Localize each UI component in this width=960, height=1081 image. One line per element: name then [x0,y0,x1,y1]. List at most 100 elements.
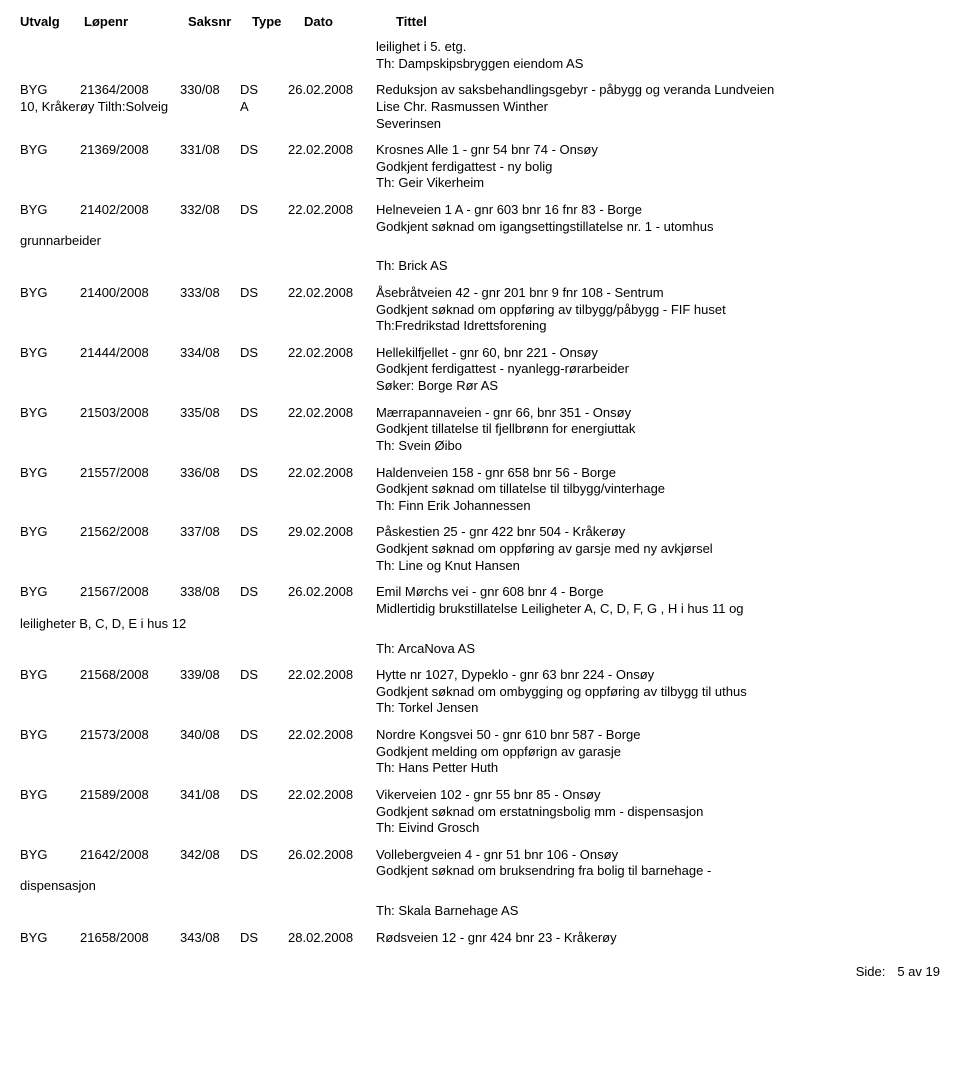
cell-dato: 22.02.2008 [288,465,376,480]
table-row: BYG21369/2008331/08DS22.02.2008Krosnes A… [20,142,940,192]
cell-type: DS [240,465,288,480]
cell-dato: 22.02.2008 [288,787,376,802]
cell-lopenr: 21658/2008 [80,930,180,945]
tittel-line: Åsebråtveien 42 - gnr 201 bnr 9 fnr 108 … [376,285,932,302]
cell-lopenr: 21503/2008 [80,405,180,420]
tittel-line: Krosnes Alle 1 - gnr 54 bnr 74 - Onsøy [376,142,932,159]
continuation-line-1: leilighet i 5. etg. [376,39,940,56]
tittel-sub1: Midlertidig brukstillatelse Leiligheter … [376,601,932,618]
cell-tittel: Reduksjon av saksbehandlingsgebyr - påby… [376,82,940,99]
cell-utvalg: BYG [20,930,80,945]
cell-utvalg: BYG [20,465,80,480]
cell-lopenr: 21444/2008 [80,345,180,360]
cell-saksnr: 330/08 [180,82,240,97]
col-saksnr-header: Saksnr [188,12,252,39]
cell-tittel: Åsebråtveien 42 - gnr 201 bnr 9 fnr 108 … [376,285,940,335]
cell-dato: 29.02.2008 [288,524,376,539]
cell-dato: 22.02.2008 [288,667,376,682]
tittel-sub2: Th: Line og Knut Hansen [376,558,932,575]
cell-dato: 22.02.2008 [288,285,376,300]
cell-utvalg: BYG [20,524,80,539]
note-type: A [240,99,288,114]
cell-dato: 28.02.2008 [288,930,376,945]
cell-type: DS [240,142,288,157]
tittel-sub1: Godkjent søknad om oppføring av garsje m… [376,541,932,558]
cell-lopenr: 21568/2008 [80,667,180,682]
table-row: BYG21642/2008342/08DS26.02.2008Volleberg… [20,847,940,920]
cell-tittel: Vollebergveien 4 - gnr 51 bnr 106 - Onsø… [376,847,940,880]
tittel-line: Rødsveien 12 - gnr 424 bnr 23 - Kråkerøy [376,930,932,947]
cell-dato: 26.02.2008 [288,82,376,97]
cell-type: DS [240,727,288,742]
tittel-line: Påskestien 25 - gnr 422 bnr 504 - Kråker… [376,524,932,541]
tittel-line: Nordre Kongsvei 50 - gnr 610 bnr 587 - B… [376,727,932,744]
cell-dato: 22.02.2008 [288,405,376,420]
cell-type: DS [240,930,288,945]
tittel-sub1: Godkjent søknad om ombygging og oppførin… [376,684,932,701]
tittel-sub2: Th: Geir Vikerheim [376,175,932,192]
table-row: BYG21589/2008341/08DS22.02.2008Vikerveie… [20,787,940,837]
cell-dato: 22.02.2008 [288,142,376,157]
cell-tittel: Vikerveien 102 - gnr 55 bnr 85 - OnsøyGo… [376,787,940,837]
cell-type: DS [240,667,288,682]
tittel-sub2: Th: Hans Petter Huth [376,760,932,777]
cell-saksnr: 338/08 [180,584,240,599]
cell-utvalg: BYG [20,847,80,862]
tittel-sub2: Th: Svein Øibo [376,438,932,455]
cell-lopenr: 21402/2008 [80,202,180,217]
cell-saksnr: 331/08 [180,142,240,157]
cell-type: DS [240,285,288,300]
cell-type: DS [240,787,288,802]
cell-lopenr: 21562/2008 [80,524,180,539]
table-row: BYG21364/2008330/08DS26.02.2008Reduksjon… [20,82,940,132]
cell-dato: 26.02.2008 [288,847,376,862]
col-tittel-header: Tittel [396,12,940,39]
cell-type: DS [240,584,288,599]
table-row: BYG21573/2008340/08DS22.02.2008Nordre Ko… [20,727,940,777]
column-header-row: Utvalg Løpenr Saksnr Type Dato Tittel [20,12,940,39]
cell-lopenr: 21573/2008 [80,727,180,742]
cell-dato: 26.02.2008 [288,584,376,599]
after-sub: Th: Brick AS [376,258,940,275]
tittel-line: Hytte nr 1027, Dypeklo - gnr 63 bnr 224 … [376,667,932,684]
cell-lopenr: 21369/2008 [80,142,180,157]
footer-value: 5 av 19 [897,964,940,979]
table-row: BYG21400/2008333/08DS22.02.2008Åsebråtve… [20,285,940,335]
after-left-note: leiligheter B, C, D, E i hus 12 [20,616,940,631]
cell-saksnr: 336/08 [180,465,240,480]
cell-saksnr: 332/08 [180,202,240,217]
cell-utvalg: BYG [20,584,80,599]
tittel-sub2: Th: Finn Erik Johannessen [376,498,932,515]
tittel-sub1: Godkjent søknad om oppføring av tilbygg/… [376,302,932,319]
tittel-sub1: Godkjent søknad om tillatelse til tilbyg… [376,481,932,498]
cell-dato: 22.02.2008 [288,727,376,742]
col-type-header: Type [252,12,304,39]
cell-type: DS [240,345,288,360]
tittel-sub2: Th: Torkel Jensen [376,700,932,717]
col-utvalg-header: Utvalg [20,12,84,39]
cell-utvalg: BYG [20,142,80,157]
note-tittel: Lise Chr. Rasmussen WintherSeverinsen [376,99,940,132]
cell-type: DS [240,847,288,862]
cell-dato: 22.02.2008 [288,202,376,217]
tittel-sub2: Søker: Borge Rør AS [376,378,932,395]
tittel-line: Mærrapannaveien - gnr 66, bnr 351 - Onsø… [376,405,932,422]
cell-lopenr: 21567/2008 [80,584,180,599]
tittel-line: Vollebergveien 4 - gnr 51 bnr 106 - Onsø… [376,847,932,864]
note-tittel-l2: Severinsen [376,116,932,133]
cell-tittel: Emil Mørchs vei - gnr 608 bnr 4 - BorgeM… [376,584,940,617]
cell-lopenr: 21364/2008 [80,82,180,97]
tittel-sub1: Godkjent søknad om erstatningsbolig mm -… [376,804,932,821]
cell-lopenr: 21400/2008 [80,285,180,300]
tittel-sub2: Th:Fredrikstad Idrettsforening [376,318,932,335]
table-row: BYG21402/2008332/08DS22.02.2008Helneveie… [20,202,940,275]
cell-utvalg: BYG [20,787,80,802]
footer-label: Side: [856,964,886,979]
cell-utvalg: BYG [20,727,80,742]
cell-type: DS [240,524,288,539]
note-tittel-l1: Lise Chr. Rasmussen Winther [376,99,932,116]
cell-saksnr: 334/08 [180,345,240,360]
table-row: BYG21444/2008334/08DS22.02.2008Hellekilf… [20,345,940,395]
tittel-line: Hellekilfjellet - gnr 60, bnr 221 - Onsø… [376,345,932,362]
tittel-line: Emil Mørchs vei - gnr 608 bnr 4 - Borge [376,584,932,601]
